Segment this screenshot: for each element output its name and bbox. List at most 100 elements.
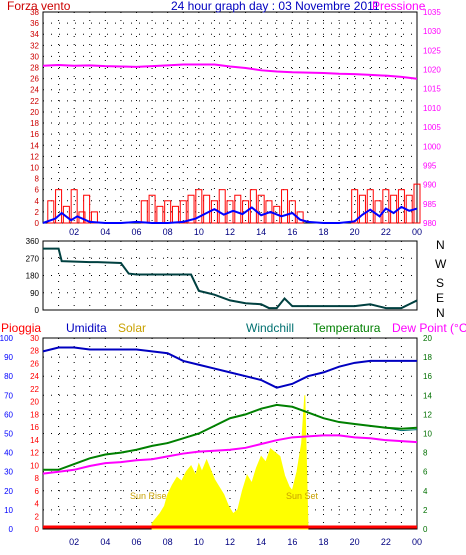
- wind-bar: [218, 189, 226, 224]
- wind-y-tick: 10: [30, 163, 39, 172]
- wind-bar: [242, 200, 250, 224]
- wind-bar: [397, 189, 405, 224]
- wind-bar: [55, 189, 63, 224]
- panel-1-x-tick: 04: [100, 227, 110, 237]
- panel-3-x-tick: 18: [318, 537, 328, 547]
- rain-label: Pioggia: [1, 321, 41, 335]
- wind-bar: [234, 194, 242, 224]
- wind-bar: [366, 189, 374, 224]
- panel-3-frame: [42, 337, 418, 530]
- direction-y-tick: 180: [26, 272, 40, 281]
- pressure-y-tick: 1005: [423, 123, 441, 132]
- panel-3-x-tick: 00: [412, 537, 422, 547]
- wind-y-tick: 18: [30, 119, 39, 128]
- wind-bar: [358, 194, 366, 224]
- wind-bar: [390, 194, 398, 224]
- humidity-y-tick: 0: [35, 525, 40, 534]
- dir-label-n-bottom: N: [436, 306, 445, 320]
- humidity-y-tick: 10: [30, 461, 39, 470]
- panel-2-frame: [42, 240, 418, 311]
- panel-3-x-tick: 02: [69, 537, 79, 547]
- panel-1-x-tick: 16: [287, 227, 297, 237]
- panel-3-x-tick: 14: [256, 537, 266, 547]
- wind-label: Forza vento: [7, 0, 71, 13]
- solar-area: [151, 395, 309, 530]
- temp-y-tick: 20: [423, 334, 432, 343]
- wind-y-tick: 0: [35, 219, 40, 228]
- rain-y-tick: 20: [4, 487, 13, 496]
- humidity-y-tick: 16: [30, 423, 39, 432]
- humidity-y-tick: 22: [30, 385, 39, 394]
- sunset-label: Sun Set: [286, 491, 319, 501]
- wind-y-tick: 2: [35, 208, 40, 217]
- wind-bar: [351, 189, 359, 224]
- wind-y-tick: 38: [30, 8, 39, 17]
- panel-1-x-tick: 14: [256, 227, 266, 237]
- panel-1-x-tick: 12: [225, 227, 235, 237]
- pressure-y-tick: 1030: [423, 27, 441, 36]
- pressure-y-tick: 1020: [423, 66, 441, 75]
- humidity-y-tick: 12: [30, 449, 39, 458]
- temp-y-tick: 2: [423, 506, 428, 515]
- wind-y-tick: 16: [30, 130, 39, 139]
- wind-y-tick: 14: [30, 141, 39, 150]
- panel-1-x-tick: 20: [350, 227, 360, 237]
- solar-label: Solar: [118, 321, 146, 335]
- panel-3-x-tick: 22: [381, 537, 391, 547]
- temp-y-tick: 18: [423, 353, 432, 362]
- panel-3-x-tick: 20: [350, 537, 360, 547]
- humidity-y-tick: 18: [30, 410, 39, 419]
- humidity-y-tick: 26: [30, 359, 39, 368]
- panel-1-x-tick: 06: [131, 227, 141, 237]
- pressure-y-tick: 1000: [423, 142, 441, 151]
- panel-1-x-tick: 22: [381, 227, 391, 237]
- panel-3-x-tick: 10: [194, 537, 204, 547]
- panel-1-x-tick: 00: [412, 227, 422, 237]
- direction-line: [43, 247, 418, 310]
- pressure-y-tick: 1025: [423, 46, 441, 55]
- wind-y-tick: 12: [30, 152, 39, 161]
- panel-3-x-tick: 04: [100, 537, 110, 547]
- dir-label-e: E: [436, 291, 444, 305]
- wind-bar: [281, 189, 289, 224]
- temp-y-tick: 8: [423, 449, 428, 458]
- humidity-y-tick: 6: [35, 487, 40, 496]
- wind-bar: [249, 189, 257, 224]
- wind-y-tick: 30: [30, 52, 39, 61]
- pressure-y-tick: 1010: [423, 104, 441, 113]
- humidity-y-tick: 2: [35, 512, 40, 521]
- dir-label-s: S: [436, 276, 444, 290]
- wind-bar: [195, 189, 203, 224]
- rain-y-tick: 0: [9, 525, 14, 534]
- windchill-label: Windchill: [246, 321, 294, 335]
- wind-bar: [203, 194, 211, 224]
- temp-y-tick: 6: [423, 468, 428, 477]
- pressure-y-tick: 985: [423, 200, 437, 209]
- wind-bar: [83, 194, 91, 224]
- rain-y-tick: 30: [4, 468, 13, 477]
- wind-y-tick: 28: [30, 64, 39, 73]
- panel-3-x-tick: 08: [163, 537, 173, 547]
- temp-y-tick: 10: [423, 430, 432, 439]
- panel-1-x-tick: 10: [194, 227, 204, 237]
- rain-y-tick: 60: [4, 410, 13, 419]
- dewpoint-line: [42, 434, 418, 475]
- wind-bar: [47, 200, 55, 224]
- panel-1-frame: [42, 11, 418, 224]
- temperature-line: [43, 403, 418, 471]
- temp-y-tick: 4: [423, 487, 428, 496]
- rain-y-tick: 70: [4, 391, 13, 400]
- humidity-y-tick: 24: [30, 372, 39, 381]
- dir-label-n-top: N: [436, 238, 445, 252]
- panel-1-x-tick: 08: [163, 227, 173, 237]
- direction-y-tick: 90: [30, 289, 39, 298]
- pressure-y-tick: 1015: [423, 85, 441, 94]
- rain-y-tick: 40: [4, 449, 13, 458]
- wind-y-tick: 4: [35, 197, 40, 206]
- humidity-y-tick: 14: [30, 436, 39, 445]
- dir-label-w: W: [435, 257, 447, 271]
- rain-y-tick: 50: [4, 430, 13, 439]
- pressure-y-tick: 1035: [423, 8, 441, 17]
- direction-y-tick: 360: [26, 237, 40, 246]
